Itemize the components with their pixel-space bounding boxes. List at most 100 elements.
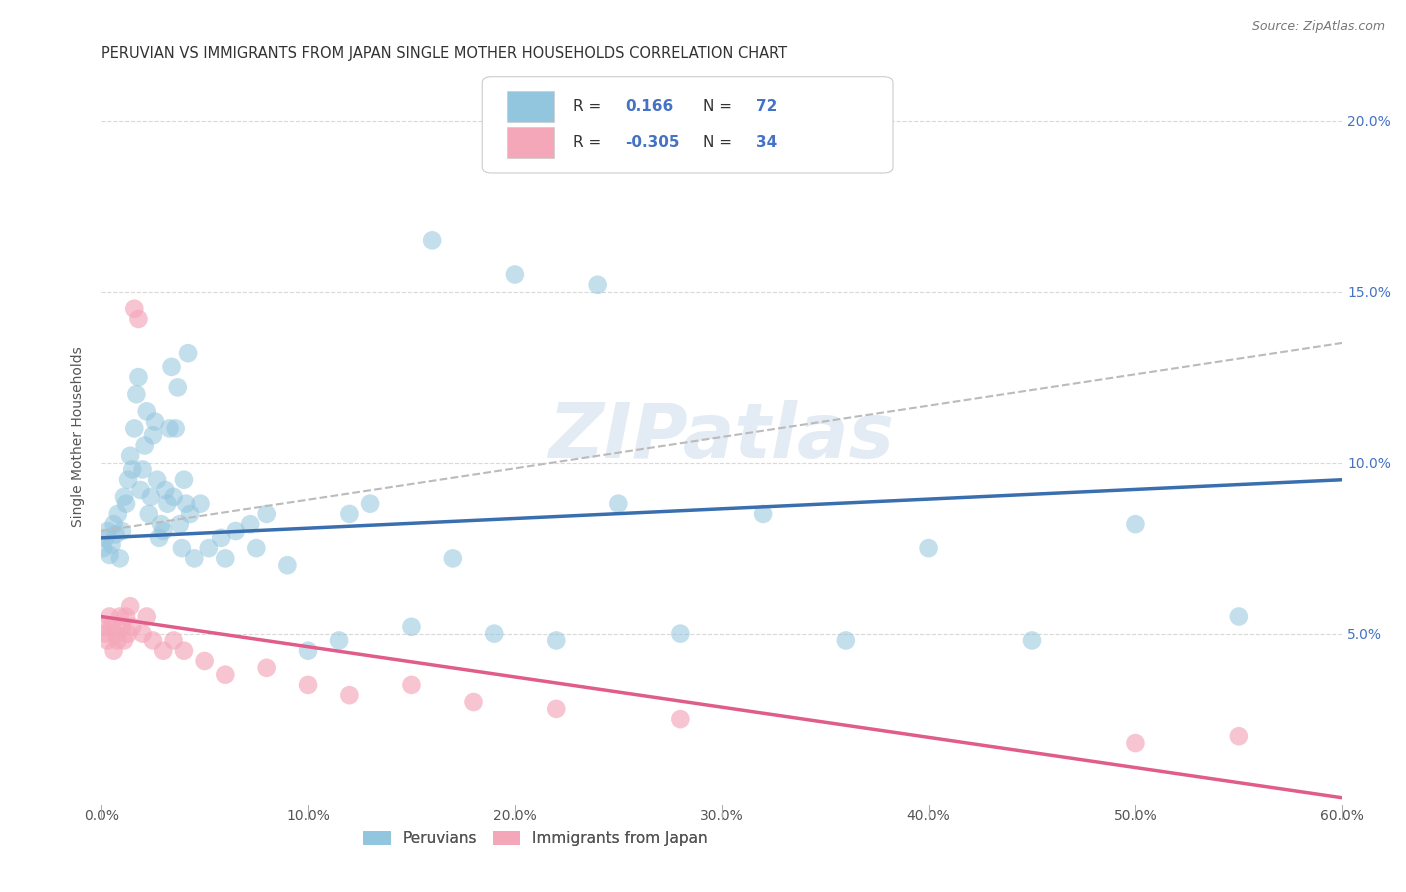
Point [1227,609,1250,624]
Point [917,541,939,555]
Point [127,312,149,326]
Point [100,620,122,634]
FancyBboxPatch shape [482,77,893,173]
Point [148,531,170,545]
Point [142,633,165,648]
Point [484,626,506,640]
Y-axis label: Single Mother Households: Single Mother Households [72,347,86,527]
Text: R =: R = [572,136,606,151]
Point [131,626,153,640]
Point [111,524,134,538]
Point [134,438,156,452]
Point [135,609,157,624]
Text: N =: N = [703,99,737,113]
Text: 72: 72 [756,99,778,113]
Point [359,497,381,511]
Point [401,620,423,634]
Text: 34: 34 [756,136,778,151]
Point [239,517,262,532]
Point [1227,729,1250,743]
Point [112,633,135,648]
Point [115,497,138,511]
Point [441,551,464,566]
Point [94,626,117,640]
Point [752,507,775,521]
Point [339,688,361,702]
Text: R =: R = [572,99,606,113]
Point [111,620,134,634]
Point [607,497,630,511]
Point [94,531,117,545]
Point [107,507,129,521]
Point [209,531,232,545]
Point [1125,517,1147,532]
Point [121,462,143,476]
Point [179,507,201,521]
Point [108,609,131,624]
Point [669,626,692,640]
Point [104,527,127,541]
Point [256,507,278,521]
Point [127,370,149,384]
Point [245,541,267,555]
Point [162,633,184,648]
Text: ZIPatlas: ZIPatlas [548,400,894,474]
Point [420,233,443,247]
Point [160,359,183,374]
Point [173,644,195,658]
Point [835,633,858,648]
Point [139,490,162,504]
Text: 0.166: 0.166 [624,99,673,113]
Point [108,551,131,566]
Point [138,507,160,521]
Point [503,268,526,282]
Point [170,541,193,555]
Point [401,678,423,692]
Point [328,633,350,648]
Text: PERUVIAN VS IMMIGRANTS FROM JAPAN SINGLE MOTHER HOUSEHOLDS CORRELATION CHART: PERUVIAN VS IMMIGRANTS FROM JAPAN SINGLE… [101,46,787,62]
Point [117,473,139,487]
Point [1125,736,1147,750]
Point [120,599,142,614]
Point [586,277,609,292]
Point [194,654,217,668]
Point [150,517,173,532]
Point [104,626,127,640]
Point [214,667,236,681]
Text: -0.305: -0.305 [624,136,679,151]
Point [125,387,148,401]
Point [177,346,200,360]
Point [297,678,319,692]
Text: Source: ZipAtlas.com: Source: ZipAtlas.com [1251,20,1385,33]
Point [546,633,568,648]
Point [152,524,174,538]
Point [91,620,114,634]
Point [98,548,121,562]
Legend: Peruvians, Immigrants from Japan: Peruvians, Immigrants from Japan [357,825,714,852]
Point [166,380,188,394]
Point [256,661,278,675]
Point [112,490,135,504]
Text: N =: N = [703,136,737,151]
Point [152,644,174,658]
Point [183,551,205,566]
Point [124,301,146,316]
Point [100,538,122,552]
Point [339,507,361,521]
Point [546,702,568,716]
Point [96,524,118,538]
Point [103,644,125,658]
Point [91,541,114,555]
Point [103,517,125,532]
Point [190,497,212,511]
Point [98,609,121,624]
Point [197,541,219,555]
Point [142,428,165,442]
FancyBboxPatch shape [508,128,554,158]
Point [107,633,129,648]
Point [165,421,187,435]
Point [173,473,195,487]
Point [115,609,138,624]
Point [131,462,153,476]
Point [124,421,146,435]
